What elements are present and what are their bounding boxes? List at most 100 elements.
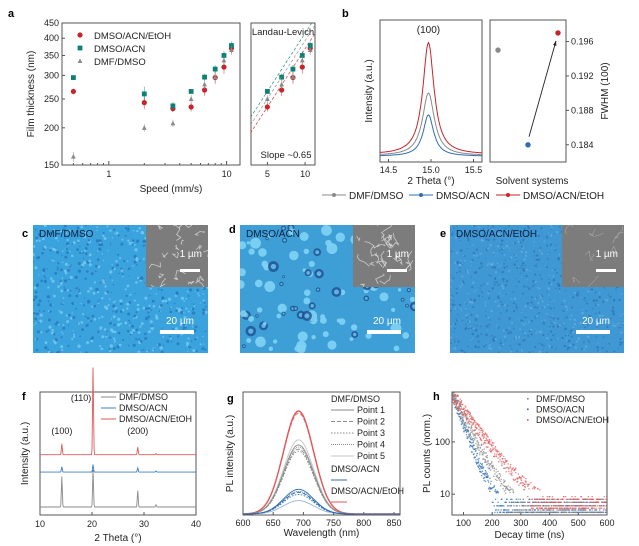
decay-point — [487, 460, 489, 463]
grain — [517, 240, 520, 243]
decay-point — [522, 511, 524, 514]
grain — [507, 291, 509, 293]
decay-point — [455, 393, 457, 396]
grain — [60, 230, 63, 233]
grain — [572, 296, 575, 299]
decay-point — [478, 433, 480, 436]
grain — [576, 294, 579, 297]
grain — [182, 322, 186, 326]
grain — [613, 350, 616, 353]
grain — [57, 350, 61, 353]
grain — [148, 349, 150, 352]
grain — [504, 284, 507, 287]
grain-boundary — [175, 244, 180, 251]
decay-point — [489, 448, 492, 450]
y-axis-label: Intensity (a.u.) — [20, 422, 31, 485]
decay-point — [599, 505, 601, 507]
decay-point — [463, 410, 466, 412]
peak-annotation: (110) — [71, 393, 91, 403]
grain — [198, 294, 200, 297]
grain — [487, 225, 489, 227]
grain — [498, 235, 501, 238]
grain — [180, 311, 184, 315]
grain — [566, 348, 569, 351]
grain — [491, 263, 494, 266]
decay-point — [569, 498, 571, 500]
decay-point — [503, 505, 505, 507]
decay-point — [457, 394, 459, 396]
decay-point — [469, 441, 471, 444]
grain — [544, 264, 546, 267]
grain — [540, 227, 543, 230]
grain — [51, 259, 53, 262]
island — [311, 335, 316, 340]
legend-label: DMSO/ACN/EtOH — [119, 414, 192, 424]
island — [264, 281, 276, 292]
grain — [505, 293, 507, 295]
decay-point — [493, 442, 495, 444]
grain — [134, 248, 138, 252]
grain — [598, 342, 600, 344]
decay-point — [503, 461, 506, 464]
grain — [111, 237, 114, 239]
decay-point — [524, 486, 526, 488]
decay-point — [587, 505, 590, 507]
grain — [583, 297, 586, 300]
decay-point — [484, 474, 486, 476]
grain — [455, 327, 457, 329]
grain — [619, 326, 621, 329]
grain — [561, 303, 564, 306]
island-core — [334, 289, 339, 295]
grain — [510, 350, 513, 353]
island — [267, 233, 272, 238]
decay-point — [597, 498, 600, 500]
grain-boundary — [178, 225, 193, 229]
decay-point — [506, 505, 509, 507]
decay-point — [466, 411, 468, 413]
decay-point — [466, 421, 468, 423]
grain — [490, 334, 493, 337]
decay-point — [524, 505, 526, 507]
grain — [477, 257, 480, 259]
grain — [132, 343, 136, 347]
grain — [201, 336, 204, 338]
grain — [144, 332, 147, 336]
grain — [545, 235, 548, 238]
grain — [169, 337, 173, 340]
decay-point — [467, 412, 469, 415]
grain — [498, 292, 501, 294]
grain — [557, 257, 560, 259]
decay-point — [570, 507, 572, 509]
grain — [78, 290, 81, 293]
grain — [494, 271, 497, 274]
decay-point — [459, 413, 461, 415]
decay-point — [518, 505, 521, 507]
grain — [170, 306, 172, 309]
grain — [546, 286, 549, 288]
grain — [53, 248, 57, 252]
grain — [189, 346, 192, 349]
decay-point — [474, 434, 477, 437]
grain — [461, 349, 464, 352]
decay-point — [464, 428, 466, 430]
decay-point — [545, 511, 547, 514]
grain — [135, 338, 138, 341]
decay-point — [587, 511, 589, 514]
grain — [497, 296, 500, 300]
grain — [112, 347, 116, 351]
grain — [525, 274, 528, 278]
grain — [502, 262, 505, 265]
decay-point — [481, 443, 483, 445]
decay-point — [461, 416, 463, 418]
grain — [106, 330, 108, 333]
decay-point — [470, 426, 473, 429]
grain — [58, 309, 61, 312]
decay-point — [486, 438, 488, 441]
grain — [184, 326, 188, 329]
decay-point — [520, 478, 522, 480]
decay-point — [531, 498, 533, 500]
grain — [494, 255, 496, 257]
grain — [108, 298, 111, 300]
decay-point — [578, 498, 580, 500]
grain — [516, 350, 519, 352]
